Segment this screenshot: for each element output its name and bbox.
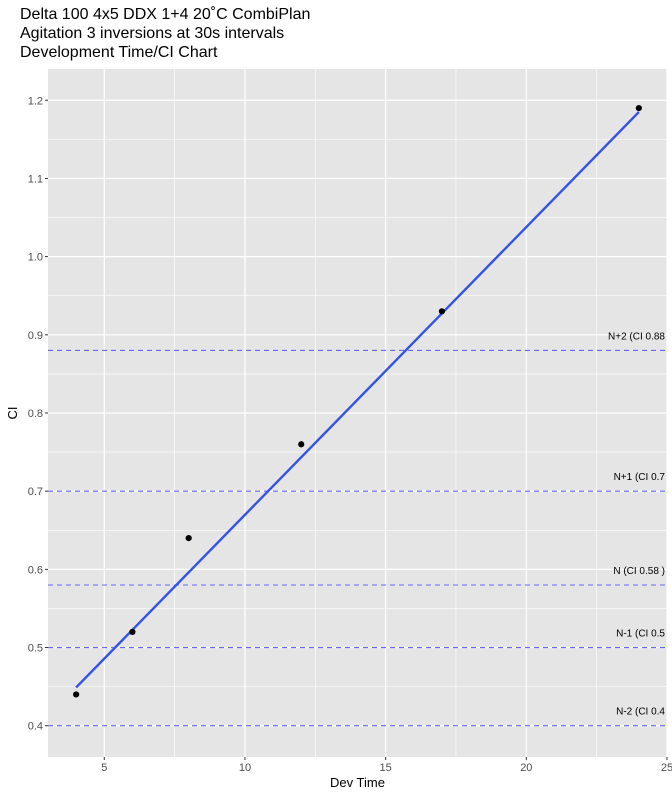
reference-line-label: N (CI 0.58 )	[613, 566, 665, 577]
y-tick-label: 1.0	[28, 252, 43, 264]
x-tick-label: 5	[101, 762, 107, 774]
data-point	[438, 308, 446, 315]
grid-minor	[48, 69, 667, 757]
x-tick-label: 10	[239, 762, 251, 774]
y-tick-label: 0.7	[28, 486, 43, 498]
x-axis-title: Dev Time	[330, 775, 385, 790]
chart-title-line-3: Development Time/CI Chart	[20, 44, 218, 61]
y-tick-label: 1.2	[28, 95, 43, 107]
reference-line-label: N-1 (CI 0.5	[616, 629, 665, 640]
y-tick-label: 0.9	[28, 330, 43, 342]
y-axis-title: CI	[5, 407, 20, 420]
x-tick-label: 25	[661, 762, 672, 774]
data-points	[73, 104, 642, 698]
reference-line-label: N+2 (CI 0.88	[608, 331, 665, 342]
x-tick-label: 20	[520, 762, 532, 774]
data-point	[185, 534, 192, 542]
chart-title: Delta 100 4x5 DDX 1+4 20˚C CombiPlan Agi…	[20, 5, 310, 62]
reference-line-label: N-2 (CI 0.4	[616, 707, 665, 718]
y-tick-label: 0.4	[28, 721, 43, 733]
y-tick-label: 1.1	[28, 173, 43, 185]
data-point	[635, 104, 642, 112]
fit-line-group	[75, 111, 640, 689]
x-tick-label: 15	[380, 762, 392, 774]
data-point	[129, 628, 136, 636]
y-tick-label: 0.6	[28, 564, 43, 576]
x-axis-ticks: 5 10 15 20 25	[101, 757, 672, 774]
data-point	[298, 441, 305, 448]
y-tick-label: 0.8	[28, 408, 43, 420]
chart-title-line-1: Delta 100 4x5 DDX 1+4 20˚C CombiPlan	[20, 6, 311, 23]
data-point	[73, 691, 80, 698]
y-tick-label: 0.5	[28, 643, 43, 655]
reference-lines: N+2 (CI 0.88 N+1 (CI 0.7 N (CI 0.58 ) N-1 (…	[48, 331, 667, 727]
reference-line-label: N+1 (CI 0.7	[614, 472, 666, 483]
fit-line	[75, 111, 640, 689]
y-axis-ticks: 0.4 0.5 0.6 0.7 0.8 0.9 1.0 1.1 1.2	[28, 95, 48, 733]
chart-title-line-2: Agitation 3 inversions at 30s intervals	[20, 25, 285, 42]
